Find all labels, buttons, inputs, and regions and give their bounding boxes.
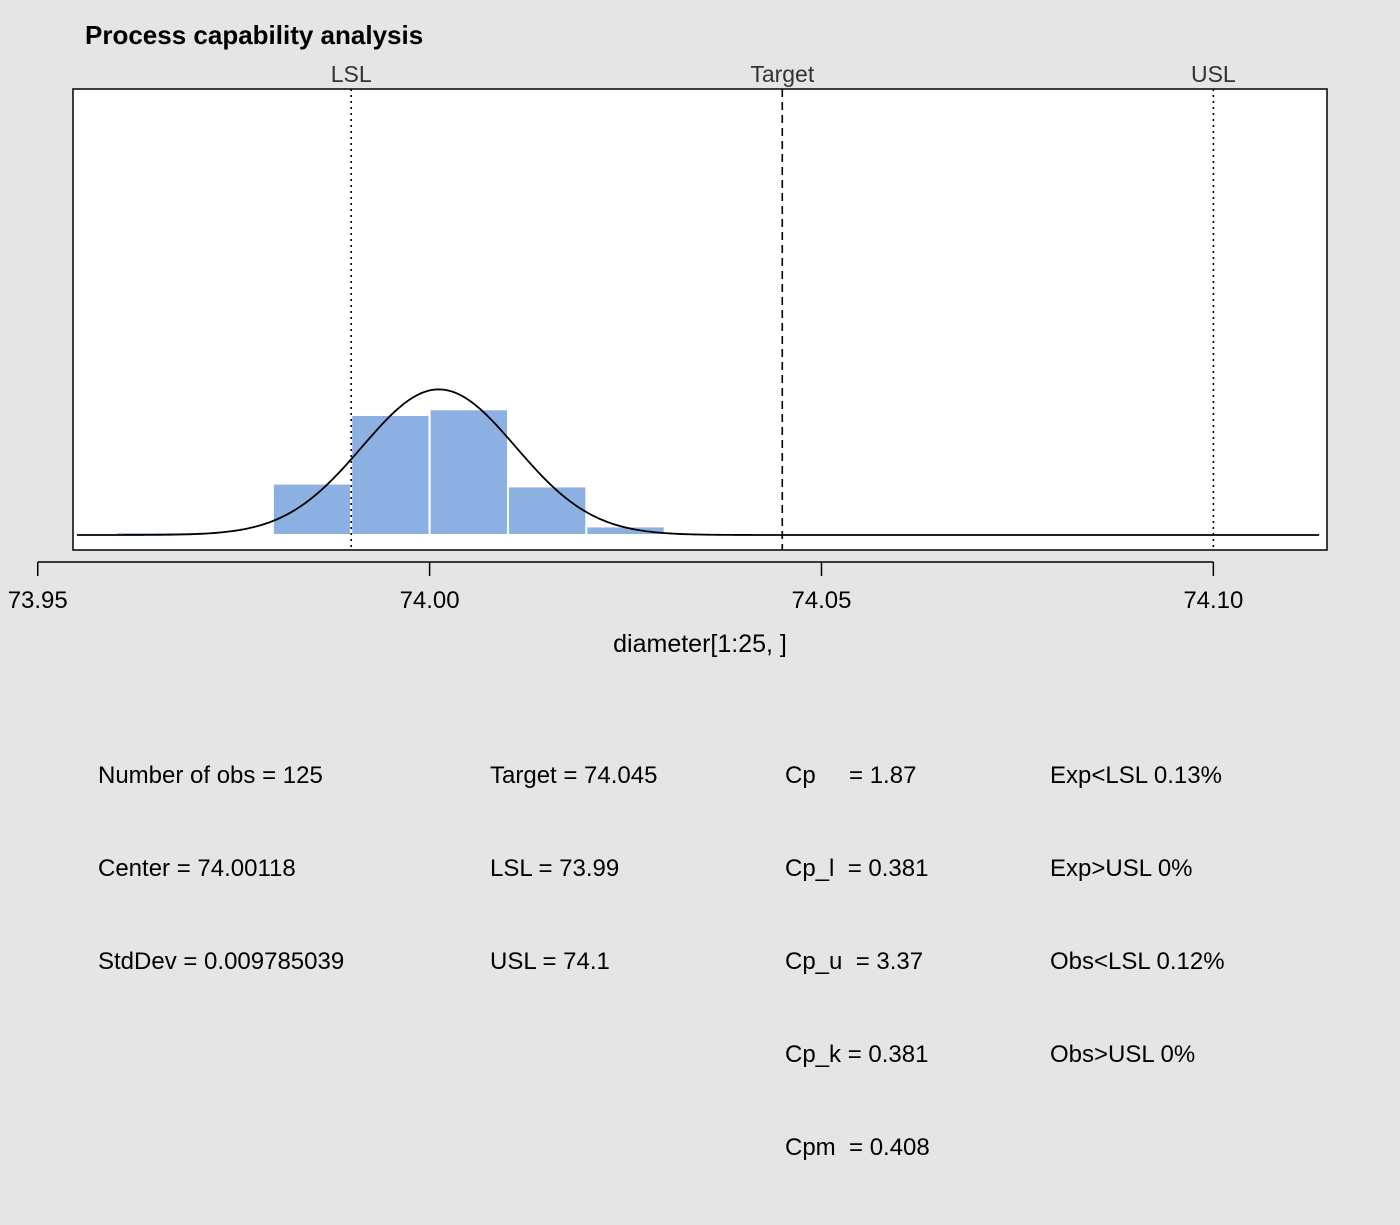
histogram-bar (506, 485, 588, 536)
normal-density-curve (76, 388, 1320, 536)
stat-line: StdDev = 0.009785039 (98, 948, 345, 975)
stat-line: Target = 74.045 (490, 762, 658, 789)
spec-label-target: Target (750, 61, 815, 87)
x-tick-label: 74.10 (1183, 587, 1243, 614)
chart-svg: Process capability analysis LSL Target USL… (8, 20, 1328, 658)
stat-line: Center = 74.00118 (98, 855, 296, 882)
histogram-bar (271, 482, 353, 537)
chart-title: Process capability analysis (85, 20, 423, 50)
histogram-bar (428, 408, 509, 536)
x-tick-label: 73.95 (8, 587, 68, 614)
stat-line: Cp_k = 0.381 (785, 1041, 929, 1068)
spec-label-usl: USL (1191, 61, 1236, 87)
capability-chart: Process capability analysis LSL Target USL… (8, 20, 1328, 1161)
spec-label-lsl: LSL (331, 61, 372, 87)
stat-line: Exp<LSL 0.13% (1050, 762, 1222, 789)
normal-curve-layer (76, 388, 1320, 536)
stat-line: LSL = 73.99 (490, 855, 620, 882)
stat-line: Number of obs = 125 (98, 762, 323, 789)
stat-line: Cp_u = 3.37 (785, 948, 924, 975)
histogram-bar (350, 414, 431, 536)
x-tick-label: 74.00 (400, 587, 460, 614)
stat-line: Cp_l = 0.381 (785, 855, 929, 882)
histogram-bar (585, 525, 666, 537)
stats-column-indices: Cp = 1.87 Cp_l = 0.381 Cp_u = 3.37 Cp_k … (785, 698, 930, 1225)
stats-column-summary: Number of obs = 125 Center = 74.00118 St… (98, 698, 344, 1039)
stat-line: Cp = 1.87 (785, 762, 917, 789)
stat-line: Obs<LSL 0.12% (1050, 948, 1225, 975)
stat-line: Cpm = 0.408 (785, 1134, 930, 1161)
stat-line: Obs>USL 0% (1050, 1041, 1196, 1068)
stat-line: Exp>USL 0% (1050, 855, 1193, 882)
plot-area (72, 88, 1328, 551)
stats-column-specs: Target = 74.045 LSL = 73.99 USL = 74.1 (490, 698, 657, 1039)
spec-limit-lines: LSL Target USL (331, 61, 1236, 550)
x-tick-label: 74.05 (791, 587, 851, 614)
x-axis-label: diameter[1:25, ] (613, 630, 787, 658)
x-axis: 73.95 74.00 74.05 74.10 (8, 561, 1243, 614)
stats-column-exceedance: Exp<LSL 0.13% Exp>USL 0% Obs<LSL 0.12% O… (1050, 698, 1225, 1132)
stat-line: USL = 74.1 (490, 948, 610, 975)
